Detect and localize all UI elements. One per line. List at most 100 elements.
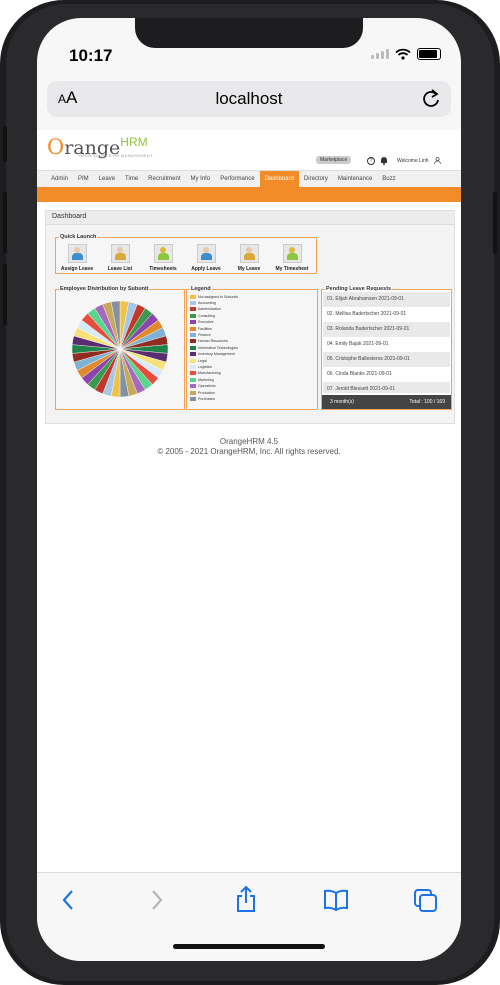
user-avatar-icon[interactable] [434,157,441,164]
leave-request-row[interactable]: 04. Emily Bajak 2021-09-01 [323,337,450,352]
menu-leave[interactable]: Leave [98,176,116,182]
notch [135,18,363,48]
legend-item-label: Purchases [198,396,215,401]
legend-item-label: Manufacturing [198,371,221,376]
pending-leave-title: Pending Leave Requests [325,286,393,292]
menu-recruitment[interactable]: Recruitment [148,176,181,182]
menu-pim[interactable]: PIM [78,176,89,182]
share-icon[interactable] [235,885,257,913]
leave-request-row[interactable]: 03. Rolanda Badertscher 2021-09-01 [323,322,450,337]
legend-swatch [190,300,196,305]
legend-item: Production [190,390,215,395]
quick-launch-assign-leave[interactable]: Assign Leave [58,244,96,272]
legend-item: Executive [190,320,214,325]
menu-performance[interactable]: Performance [220,176,255,182]
battery-icon [417,48,441,60]
legend-item: Operations [190,384,216,389]
menu-maintenance[interactable]: Maintenance [337,176,373,182]
pie-slice [110,300,121,350]
bookmarks-icon[interactable] [323,889,349,911]
legend-swatch [190,326,196,331]
dashboard-panel: Dashboard Quick Launch Assign Leave Leav… [45,210,455,424]
leave-request-row[interactable]: 07. Jerold Blessett 2021-09-01 [323,382,450,393]
quick-launch-my-timesheet[interactable]: My Timesheet [273,244,311,272]
legend-item: Marketing [190,377,214,382]
legend-item: Accounting [190,300,216,305]
legend-item-label: Finance [198,332,211,337]
legend-item: Facilities [190,326,212,331]
hrm-header: OrangeHRM OPEN SOURCE HR MANAGEMENT Mark… [37,130,461,170]
legend-item: Administration [190,307,221,312]
menu-accent-bar [37,187,461,202]
orangehrm-logo[interactable]: OrangeHRM [47,135,148,159]
menu-directory[interactable]: Directory [303,176,328,182]
legend-item-label: Human Resources [198,339,228,344]
legend-swatch [190,307,196,312]
pending-leave-requests: Pending Leave Requests 01. Elijah Abraha… [321,286,452,410]
leave-request-row[interactable]: 06. Cinda Blanks 2021-09-01 [323,367,450,382]
web-content: OrangeHRM OPEN SOURCE HR MANAGEMENT Mark… [37,130,461,872]
legend-swatch [190,294,196,299]
welcome-user[interactable]: Welcome Linh [397,158,429,164]
pending-leave-footer: 3 month(s) Total : 100 / 169 [322,395,451,409]
legend-item-label: Inventory Management [198,352,235,357]
help-icon[interactable]: ? [367,157,375,165]
leave-request-row[interactable]: 05. Cristophe Ballesteros 2021-09-01 [323,352,450,367]
employee-distribution-title: Employee Distribution by Subunit [59,286,150,292]
text-size-button[interactable]: AA [58,88,78,107]
legend-swatch [190,384,196,389]
pending-leave-period: 3 month(s) [330,399,354,405]
quick-launch-leave-list[interactable]: Leave List [101,244,139,272]
url-text[interactable]: localhost [215,89,283,108]
leave-request-row[interactable]: 01. Elijah Abrahamsen 2021-09-01 [323,292,450,307]
legend-item-label: Executive [198,320,214,325]
reload-icon[interactable] [421,88,441,110]
main-menu: Admin PIM Leave Time Recruitment My Info… [37,170,461,187]
legend-item: Finance [190,332,211,337]
tabs-icon[interactable] [413,888,439,914]
legend-swatch [190,364,196,369]
legend-item: Logistics [190,364,212,369]
legend-item-label: Operations [198,384,216,389]
forward-icon[interactable] [150,889,164,911]
back-icon[interactable] [61,889,75,911]
legend-item: Purchases [190,396,215,401]
quick-launch-timesheets[interactable]: Timesheets [144,244,182,272]
home-indicator [173,944,325,949]
legend-swatch [190,396,196,401]
my-leave-icon [239,244,259,263]
signal-icon [371,49,389,59]
phone-screen: 10:17 AA localhost OrangeHRM OPEN SOURCE… [37,18,461,961]
legend-swatch [190,358,196,363]
volume-down-button [3,264,7,326]
legend-swatch [190,339,196,344]
timesheets-icon [153,244,173,263]
silent-switch [3,126,7,162]
legend-title: Legend [190,286,212,292]
footer-copyright: © 2005 - 2021 OrangeHRM, Inc. All rights… [157,447,341,456]
employee-distribution: Employee Distribution by Subunit [55,286,185,410]
legend-item-label: Not assigned to Subunits [198,294,238,299]
legend-swatch [190,371,196,376]
menu-dashboard[interactable]: Dashboard [259,171,299,187]
menu-my-info[interactable]: My Info [190,176,211,182]
legend-item-label: Information Technologies [198,345,238,350]
legend-swatch [190,352,196,357]
leave-request-row[interactable]: 02. Mellisa Badertscher 2021-09-01 [323,307,450,322]
address-bar[interactable]: AA localhost [47,81,451,117]
footer-version: OrangeHRM 4.5 [219,437,279,446]
marketplace-button[interactable]: Marketplace [316,156,352,164]
legend-item: Consulting [190,313,215,318]
menu-buzz[interactable]: Buzz [382,176,396,182]
menu-time[interactable]: Time [125,176,139,182]
legend-swatch [190,377,196,382]
status-time: 10:17 [69,46,113,65]
status-icons [371,48,441,60]
menu-admin[interactable]: Admin [51,176,69,182]
quick-launch-my-leave[interactable]: My Leave [230,244,268,272]
bell-icon[interactable] [380,156,388,165]
quick-launch-apply-leave[interactable]: Apply Leave [187,244,225,272]
dashboard-title: Dashboard [46,211,454,225]
assign-leave-icon [67,244,87,263]
pending-leave-total: Total : 100 / 169 [409,399,445,405]
